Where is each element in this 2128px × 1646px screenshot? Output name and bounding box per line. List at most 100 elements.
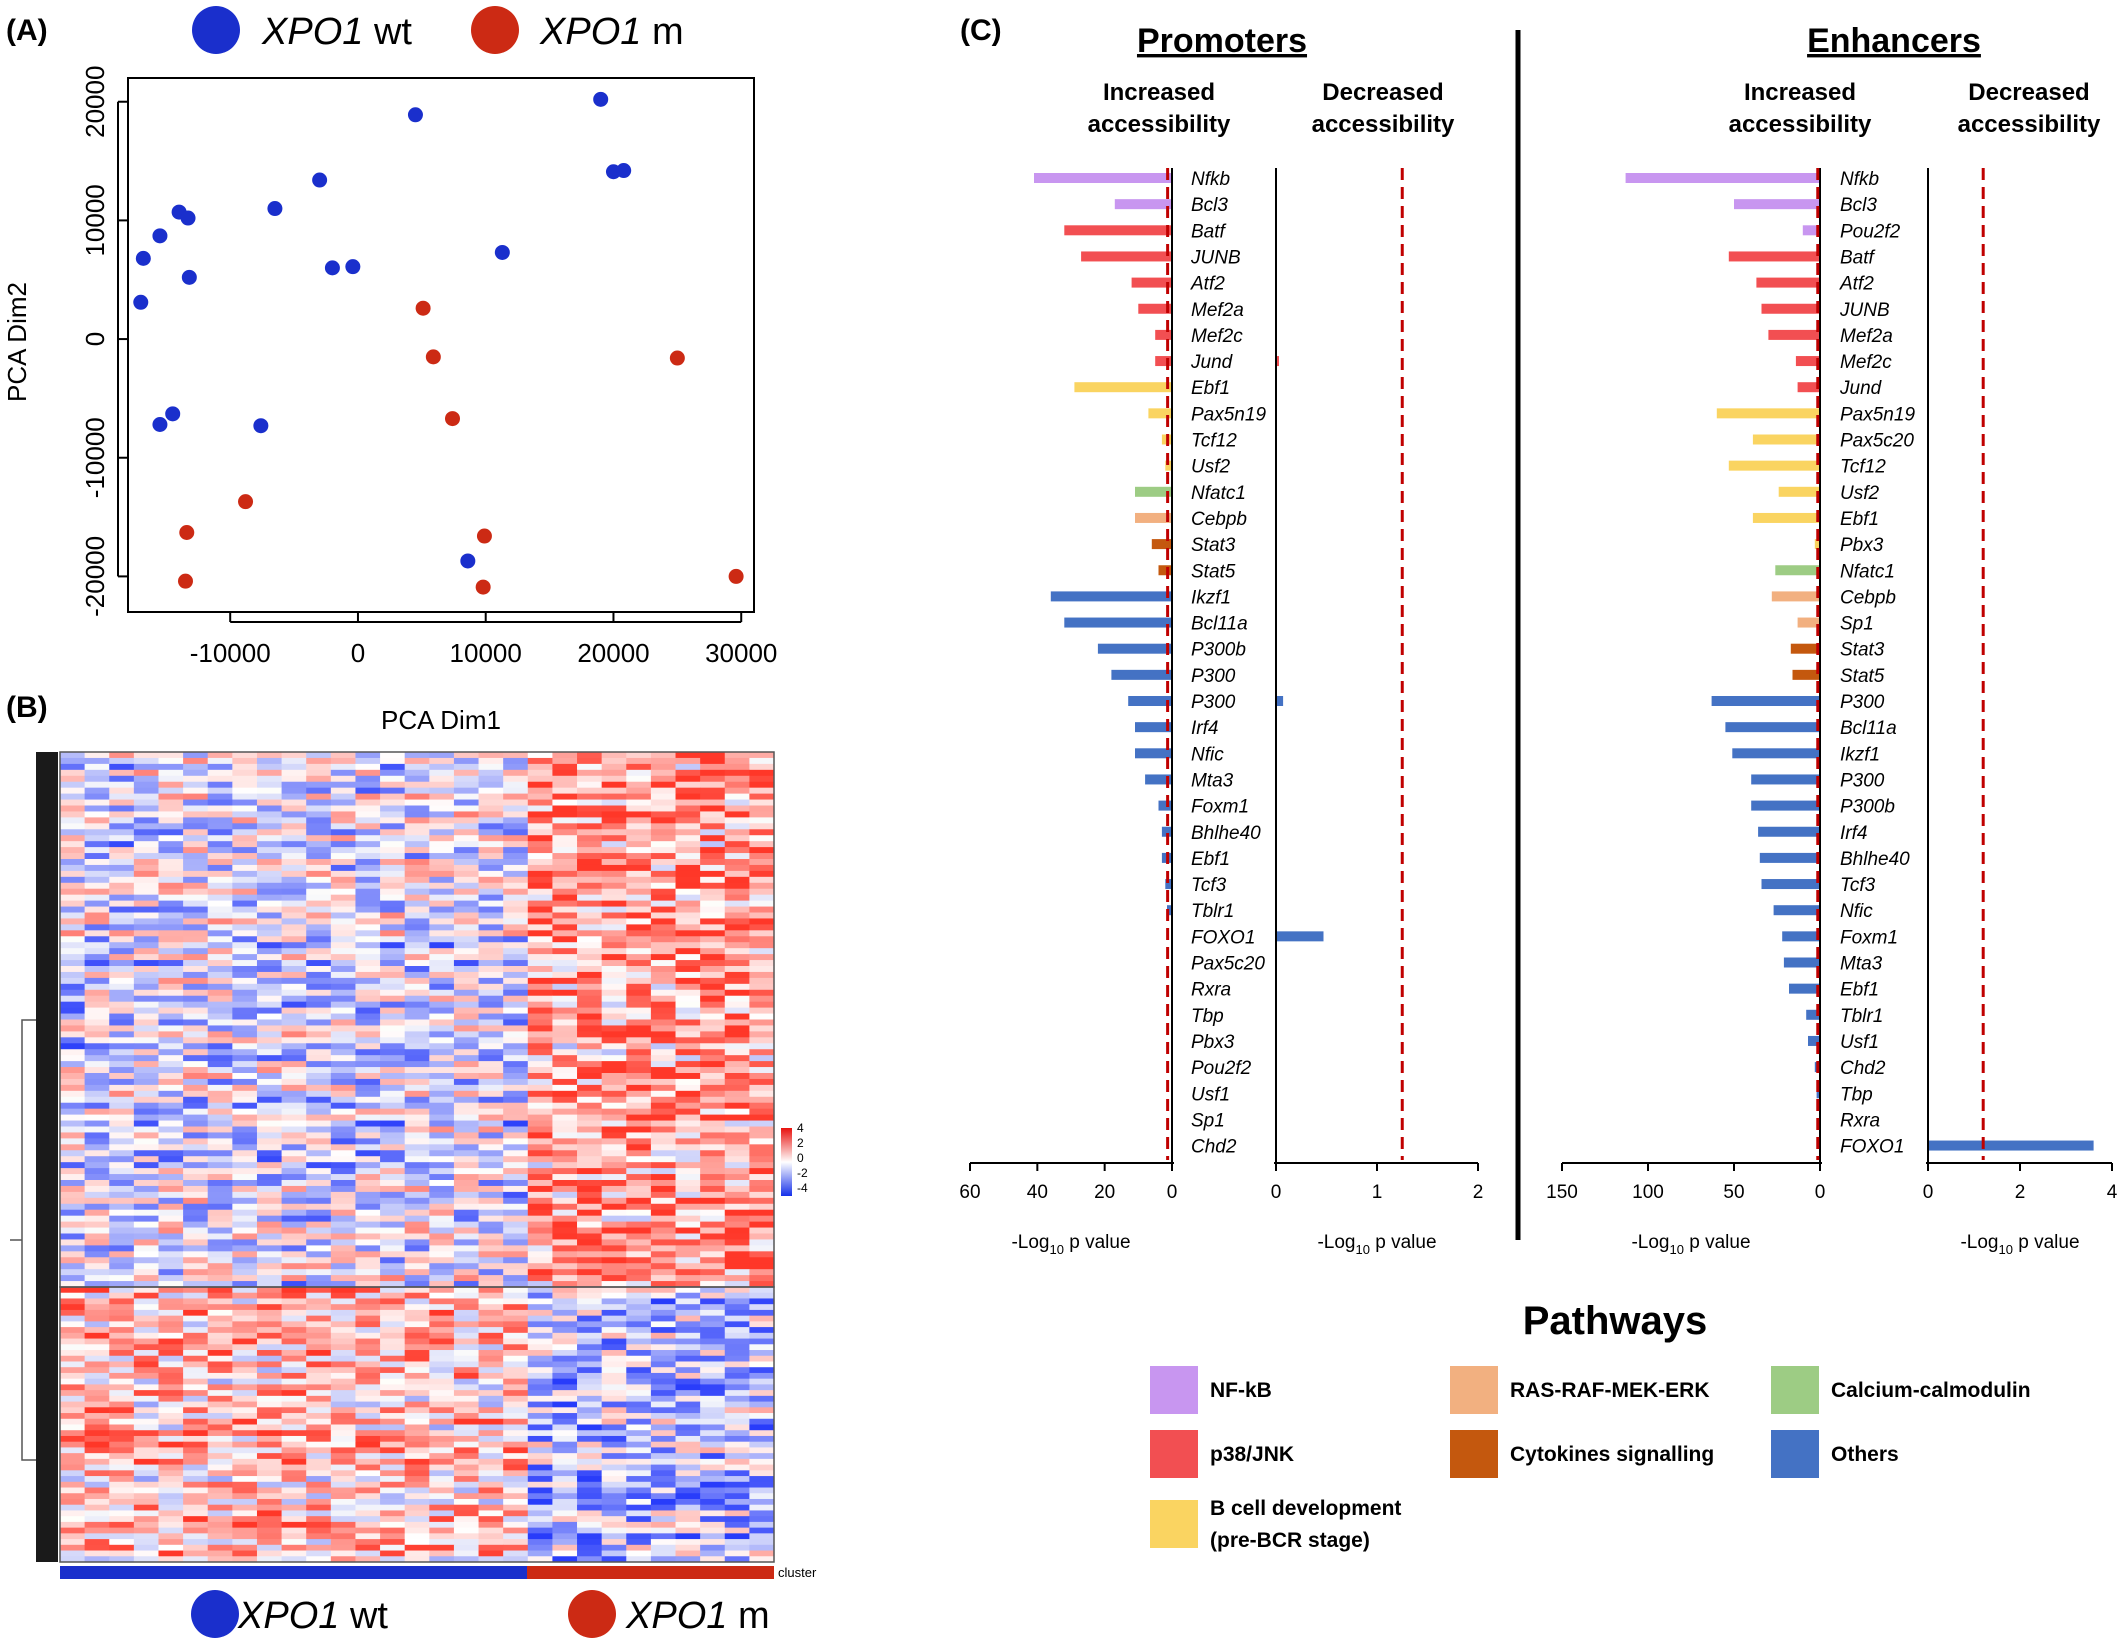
heatmap-cell [380, 859, 406, 866]
heatmap-cell [306, 1043, 332, 1050]
heatmap-cell [650, 1384, 676, 1391]
heatmap-cell [281, 1367, 307, 1374]
heatmap-cell [404, 1430, 430, 1437]
heatmap-cell [749, 1049, 775, 1056]
legend-wt-label-b: XPO1 wt [237, 1595, 388, 1637]
heatmap-cell [232, 876, 258, 884]
heatmap-cell [380, 1355, 406, 1362]
heatmap-cell [355, 1203, 381, 1211]
heatmap-cell [650, 1269, 676, 1276]
heatmap-cell [626, 1221, 652, 1228]
heatmap-cell [527, 1197, 553, 1205]
heatmap-cell [552, 876, 578, 884]
heatmap-cell [256, 1055, 282, 1062]
heatmap-cell [60, 936, 86, 943]
promoters-decreased-bar [1276, 931, 1324, 942]
heatmap-cell [355, 1197, 381, 1205]
heatmap-cell [601, 1102, 627, 1110]
heatmap-cell [84, 1430, 110, 1437]
heatmap-cell [232, 1257, 258, 1264]
heatmap-cell [60, 1447, 86, 1454]
pca-point-wt [181, 269, 197, 285]
heatmap-cell [60, 1227, 86, 1234]
heatmap-cell [527, 1221, 553, 1228]
heatmap-cell [256, 942, 282, 949]
heatmap-cell [60, 954, 86, 961]
enhancers-increased-bar [1752, 434, 1820, 445]
heatmap-cell [478, 752, 504, 759]
heatmap-cell [650, 769, 676, 777]
heatmap-cell [306, 1049, 332, 1056]
heatmap-cell [133, 1251, 159, 1258]
heatmap-cell [109, 1281, 135, 1288]
heatmap-cell [675, 1453, 701, 1460]
heatmap-cell [700, 847, 726, 854]
heatmap-cell [650, 1321, 676, 1328]
heatmap-cell [158, 1378, 184, 1385]
pca-x-tick-label: 0 [351, 638, 365, 668]
heatmap-cell [527, 1251, 553, 1258]
heatmap-cell [232, 1344, 258, 1351]
heatmap-cell [380, 1073, 406, 1080]
heatmap-cell [404, 769, 430, 777]
heatmap-cell [577, 1126, 603, 1133]
heatmap-cell [650, 989, 676, 997]
heatmap-cell [281, 948, 307, 955]
heatmap-cell [601, 1233, 627, 1240]
heatmap-cell [355, 775, 381, 783]
heatmap-cell [478, 1067, 504, 1074]
heatmap-cell [429, 1476, 455, 1483]
heatmap-cell [650, 1126, 676, 1133]
heatmap-cell [700, 1013, 726, 1020]
heatmap-cell [84, 1251, 110, 1258]
heatmap-cell [207, 1487, 233, 1494]
heatmap-cell [232, 1114, 258, 1121]
enhancers-category-label: Pax5n19 [1840, 404, 1915, 425]
heatmap-cell [281, 977, 307, 985]
heatmap-cell [552, 942, 578, 949]
heatmap-cell [601, 1084, 627, 1092]
heatmap-cell [749, 948, 775, 955]
heatmap-cell [330, 912, 356, 919]
heatmap-cell [281, 1395, 307, 1402]
heatmap-cell [527, 1355, 553, 1362]
heatmap-cell [478, 1185, 504, 1193]
heatmap-cell [552, 1395, 578, 1402]
heatmap-cell [700, 1061, 726, 1068]
heatmap-cell [724, 1361, 750, 1368]
heatmap-cell [650, 1395, 676, 1402]
heatmap-cell [626, 769, 652, 777]
heatmap-cell [601, 1550, 627, 1557]
heatmap-cell [429, 1209, 455, 1217]
heatmap-cell [60, 775, 86, 783]
heatmap-cell [577, 1013, 603, 1020]
heatmap-cell [84, 757, 110, 765]
heatmap-cell [503, 823, 529, 830]
heatmap-cell [84, 1298, 110, 1305]
heatmap-cell [158, 805, 184, 812]
heatmap-cell [552, 1257, 578, 1264]
heatmap-cell [577, 882, 603, 890]
heatmap-cell [281, 864, 307, 872]
heatmap-cell [527, 757, 553, 765]
heatmap-cell [552, 1209, 578, 1217]
heatmap-cell [552, 1215, 578, 1223]
heatmap-cell [650, 1073, 676, 1080]
heatmap-cell [478, 1120, 504, 1127]
heatmap-cell [675, 805, 701, 812]
heatmap-cell [183, 924, 209, 931]
heatmap-cell [404, 1298, 430, 1305]
heatmap-cell [749, 1138, 775, 1145]
heatmap-cell [281, 1185, 307, 1193]
heatmap-cell [675, 1019, 701, 1026]
heatmap-cell [133, 811, 159, 818]
heatmap-cell [256, 1441, 282, 1448]
heatmap-cell [650, 1197, 676, 1205]
heatmap-cell [700, 823, 726, 830]
heatmap-cell [527, 1447, 553, 1454]
heatmap-cell [650, 811, 676, 818]
promoters-category-label: Chd2 [1191, 1137, 1237, 1158]
heatmap-cell [404, 1275, 430, 1282]
heatmap-cell [749, 1361, 775, 1368]
heatmap-cell [675, 1470, 701, 1477]
